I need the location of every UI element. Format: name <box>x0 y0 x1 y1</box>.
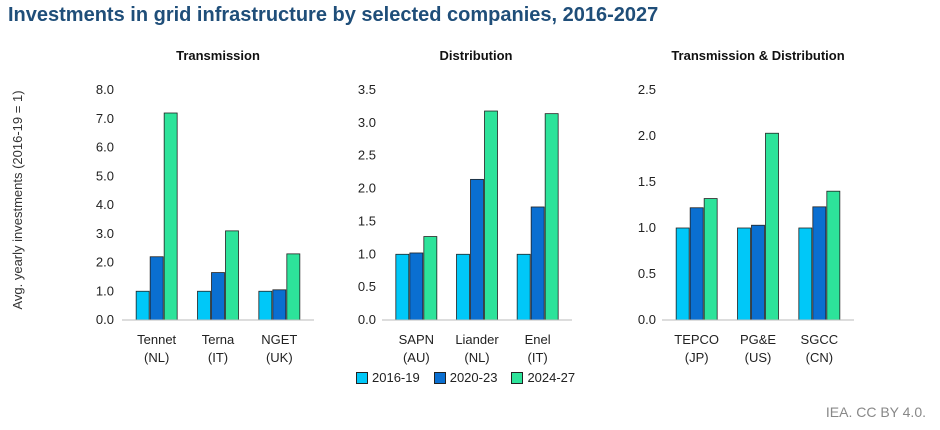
bar-transmission-terna-2024-27 <box>225 230 239 321</box>
panel-3-ytick: 2.0 <box>638 128 656 143</box>
bar-transmission-tennet-2024-27 <box>163 112 178 321</box>
bar-transmission-distribution-tepco-2020-23 <box>689 207 704 321</box>
bar-distribution-liander-2020-23 <box>470 178 484 321</box>
category-sublabel: (JP) <box>685 350 709 365</box>
panel-2-ytick: 3.5 <box>358 82 376 97</box>
panel-1-ytick: 4.0 <box>96 197 114 212</box>
panel-3-ytick: 0.5 <box>638 266 656 281</box>
bar-transmission-distribution-pge-2016-19 <box>737 227 751 321</box>
bar-distribution-sapn-2020-23 <box>409 252 424 321</box>
category-sublabel: (NL) <box>464 350 489 365</box>
bar-transmission-nget-2024-27 <box>286 253 301 321</box>
category-label: TEPCO <box>674 332 719 347</box>
category-sublabel: (AU) <box>403 350 430 365</box>
panel-3-ytick: 0.0 <box>638 312 656 327</box>
panel-1-title: Transmission <box>176 48 260 63</box>
bar-transmission-nget-2016-19 <box>258 290 273 321</box>
panel-3-ytick: 1.5 <box>638 174 656 189</box>
bar-transmission-distribution-pge-2020-23 <box>751 224 765 321</box>
panel-2-ytick: 0.0 <box>358 312 376 327</box>
chart-title: Investments in grid infrastructure by se… <box>8 4 659 26</box>
legend-item-2020-23: 2020-23 <box>433 370 498 385</box>
panel-2-ytick: 2.5 <box>358 148 376 163</box>
category-label: Terna <box>202 332 235 347</box>
panel-1-ytick: 0.0 <box>96 312 114 327</box>
panel-2-ytick: 1.5 <box>358 213 376 228</box>
bar-transmission-tennet-2016-19 <box>135 290 150 321</box>
bar-transmission-distribution-tepco-2024-27 <box>703 198 718 321</box>
bar-transmission-distribution-pge-2024-27 <box>765 132 779 321</box>
bar-transmission-tennet-2020-23 <box>149 256 164 321</box>
panel-1-ytick: 5.0 <box>96 168 114 183</box>
bar-transmission-distribution-tepco-2016-19 <box>675 227 690 321</box>
legend: 2016-19 2020-23 2024-27 <box>356 370 575 385</box>
panel-1-ytick: 3.0 <box>96 226 114 241</box>
credit-text: IEA. CC BY 4.0. <box>825 404 926 420</box>
panel-2-ytick: 1.0 <box>358 246 376 261</box>
panel-1-ytick: 7.0 <box>96 111 114 126</box>
panel-2-ytick: 0.5 <box>358 279 376 294</box>
category-sublabel: (NL) <box>144 350 169 365</box>
category-label: Enel <box>525 332 551 347</box>
bar-transmission-terna-2020-23 <box>211 272 225 321</box>
legend-label-2016-19: 2016-19 <box>372 370 420 385</box>
bar-distribution-enel-2020-23 <box>530 206 545 321</box>
category-sublabel: (US) <box>745 350 772 365</box>
category-label: SAPN <box>399 332 434 347</box>
bar-distribution-sapn-2016-19 <box>395 253 410 321</box>
panel-2-ytick: 3.0 <box>358 115 376 130</box>
bar-distribution-enel-2024-27 <box>544 113 559 321</box>
panel-1-ytick: 1.0 <box>96 283 114 298</box>
legend-label-2024-27: 2024-27 <box>527 370 576 385</box>
bar-transmission-distribution-sgcc-2024-27 <box>826 190 841 321</box>
bar-distribution-liander-2024-27 <box>484 110 498 321</box>
legend-swatch-2016-19 <box>356 371 368 384</box>
bar-distribution-liander-2016-19 <box>456 253 470 321</box>
panel-2-title: Distribution <box>440 48 513 63</box>
legend-item-2024-27: 2024-27 <box>511 370 575 385</box>
panel-1-ytick: 6.0 <box>96 140 114 155</box>
category-sublabel: (IT) <box>208 350 228 365</box>
bar-distribution-sapn-2024-27 <box>423 236 438 321</box>
legend-item-2016-19: 2016-19 <box>356 370 420 385</box>
panel-2-ytick: 2.0 <box>358 181 376 196</box>
category-label: Liander <box>455 332 499 347</box>
legend-label-2020-23: 2020-23 <box>449 370 498 385</box>
bar-transmission-terna-2016-19 <box>197 290 211 321</box>
category-sublabel: (IT) <box>528 350 548 365</box>
panel-3-title: Transmission & Distribution <box>671 48 844 63</box>
bar-distribution-enel-2016-19 <box>516 253 531 321</box>
legend-swatch-2024-27 <box>511 371 524 384</box>
panel-1-ytick: 2.0 <box>96 255 114 270</box>
panel-3-ytick: 1.0 <box>638 220 656 235</box>
legend-swatch-2020-23 <box>433 371 446 384</box>
category-label: SGCC <box>801 332 839 347</box>
category-sublabel: (CN) <box>806 350 833 365</box>
category-label: Tennet <box>137 332 176 347</box>
bar-transmission-distribution-sgcc-2016-19 <box>798 227 813 321</box>
bar-transmission-nget-2020-23 <box>272 289 287 321</box>
panel-3-ytick: 2.5 <box>638 82 656 97</box>
panel-1-ytick: 8.0 <box>96 82 114 97</box>
category-label: PG&E <box>740 332 776 347</box>
bar-transmission-distribution-sgcc-2020-23 <box>812 206 827 321</box>
category-label: NGET <box>261 332 297 347</box>
category-sublabel: (UK) <box>266 350 293 365</box>
